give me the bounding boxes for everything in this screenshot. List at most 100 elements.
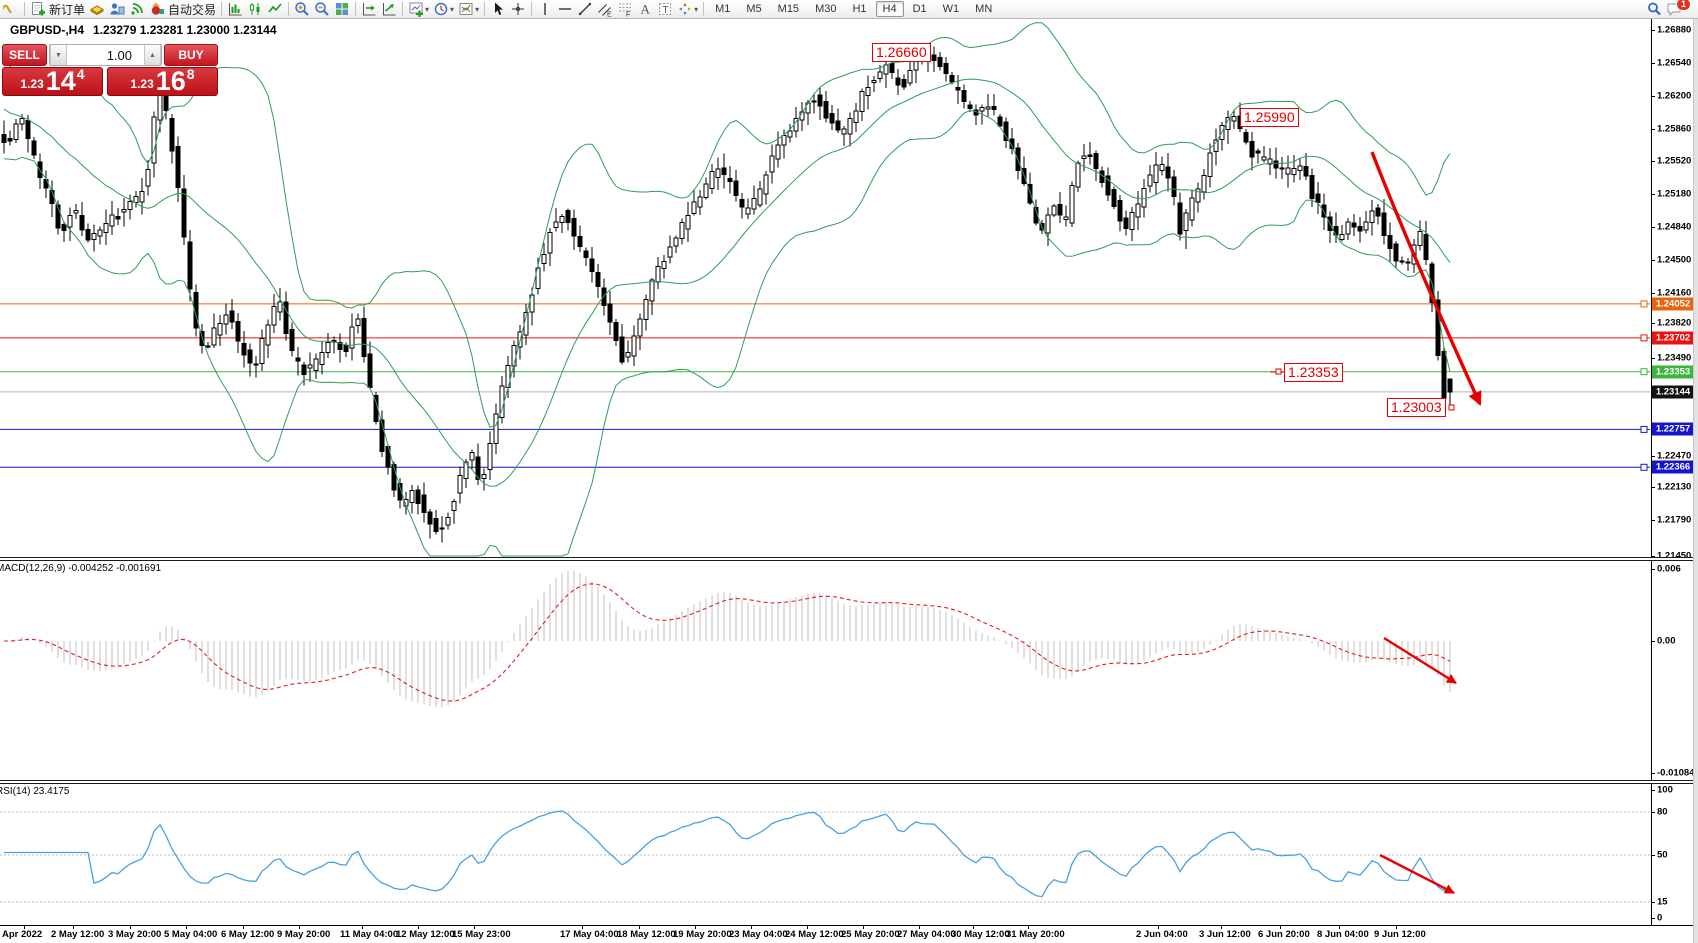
price-annotation[interactable]: 1.23353 xyxy=(1284,363,1343,382)
time-axis-label: 2 Jun 04:00 xyxy=(1136,929,1188,940)
rsi-axis-label: 50 xyxy=(1657,849,1668,861)
vline xyxy=(544,3,546,15)
toolbar-separator xyxy=(221,2,223,16)
auto-scroll-icon[interactable] xyxy=(379,1,399,18)
time-axis-tick xyxy=(1280,925,1281,929)
macd-axis-label: 0.006 xyxy=(1657,563,1681,575)
rsi-axis-tick xyxy=(1651,902,1655,903)
time-axis-label: 6 May 12:00 xyxy=(221,929,275,940)
time-axis-label: 11 May 04:00 xyxy=(340,929,399,940)
timeframe-m15-button[interactable]: M15 xyxy=(777,3,800,15)
person xyxy=(110,3,125,15)
label-tool[interactable]: T xyxy=(655,1,675,18)
market-watch-icon[interactable] xyxy=(87,1,107,18)
rsi-axis-tick xyxy=(1651,812,1655,813)
time-axis-tick xyxy=(130,925,131,929)
timeframe-h4-button[interactable]: H4 xyxy=(875,1,904,17)
buy-button[interactable]: BUY xyxy=(164,44,218,66)
indicators-button[interactable]: ▾ xyxy=(406,1,431,18)
bar-chart-mode-icon[interactable] xyxy=(225,1,245,18)
zoom-out-icon[interactable] xyxy=(312,1,332,18)
volume-decrease-button[interactable]: ▼ xyxy=(50,45,67,65)
buy-price-pip: 8 xyxy=(186,66,195,82)
price-axis-tick xyxy=(1651,487,1655,488)
lineIc xyxy=(268,3,282,13)
buy-price-display[interactable]: 1.23 16 8 xyxy=(107,66,218,96)
rsi-value: 23.4175 xyxy=(33,786,70,797)
timeframe-m30-button[interactable]: M30 xyxy=(815,3,837,15)
macd-axis-tick xyxy=(1651,773,1655,774)
horizontal-line-tool[interactable] xyxy=(555,1,575,18)
time-axis-tick xyxy=(474,925,475,929)
cursor-tool[interactable] xyxy=(488,1,508,18)
timeframe-m1-button[interactable]: M1 xyxy=(715,3,731,15)
arrows-tool[interactable]: ▾ xyxy=(675,1,700,18)
ohlc-quotes: 1.23279 1.23281 1.23000 1.23144 xyxy=(93,23,277,37)
chart-shift-icon[interactable] xyxy=(359,1,379,18)
time-axis-label: 3 May 20:00 xyxy=(108,929,162,940)
time-axis-label: Apr 2022 xyxy=(2,929,43,940)
crosshair xyxy=(512,3,525,15)
zoom-in-icon[interactable] xyxy=(292,1,312,18)
price-level-badge: 1.23702 xyxy=(1652,331,1694,345)
time-axis-label: 15 May 23:00 xyxy=(452,929,511,940)
docplus xyxy=(32,2,45,16)
notification-count-badge: 1 xyxy=(1675,0,1691,11)
svg-text:F: F xyxy=(626,12,630,18)
price-axis-label: 1.25180 xyxy=(1657,188,1692,200)
time-axis-label: 23 May 04:00 xyxy=(729,929,788,940)
robot xyxy=(151,2,165,15)
time-axis-tick xyxy=(1396,925,1397,929)
timeframe-h1-button[interactable]: H1 xyxy=(852,3,867,15)
volume-increase-button[interactable]: ▲ xyxy=(144,45,161,65)
price-axis-tick xyxy=(1651,63,1655,64)
price-axis-tick xyxy=(1651,260,1655,261)
toolbar-separator xyxy=(703,2,705,16)
svg-text:T: T xyxy=(663,5,669,16)
new-order-button[interactable]: 新订单 xyxy=(28,1,87,18)
price-axis-tick xyxy=(1651,358,1655,359)
search-button[interactable] xyxy=(1644,1,1664,18)
templates-button[interactable]: ▾ xyxy=(456,1,481,18)
profiles-icon[interactable] xyxy=(107,1,127,18)
price-axis-label: 1.23490 xyxy=(1657,352,1692,364)
symbol-period-label: GBPUSD-,H4 xyxy=(10,23,85,37)
sell-button[interactable]: SELL xyxy=(2,44,47,66)
price-annotation[interactable]: 1.26660 xyxy=(872,43,931,62)
sell-price-prefix: 1.23 xyxy=(20,77,44,91)
crosshair-tool[interactable] xyxy=(508,1,528,18)
timeframe-w1-button[interactable]: W1 xyxy=(942,3,960,15)
chart-macd-splitter[interactable] xyxy=(0,557,1698,561)
timeframe-m5-button[interactable]: M5 xyxy=(746,3,762,15)
fibonacci-tool[interactable]: F xyxy=(615,1,635,18)
price-level-badge: 1.24052 xyxy=(1652,297,1694,311)
sell-price-display[interactable]: 1.23 14 4 xyxy=(2,66,103,96)
timeframe-mn-button[interactable]: MN xyxy=(975,3,993,15)
line-chart-mode-icon[interactable] xyxy=(265,1,285,18)
macd-axis-tick xyxy=(1651,569,1655,570)
timeframe-d1-button[interactable]: D1 xyxy=(912,3,927,15)
price-annotation[interactable]: 1.25990 xyxy=(1240,108,1299,127)
notifications-button[interactable]: 1 xyxy=(1664,0,1691,18)
toolbar-separator xyxy=(24,2,25,16)
equidistant-channel-tool[interactable]: E xyxy=(595,1,615,18)
volume-input[interactable] xyxy=(67,45,144,65)
price-annotation[interactable]: 1.23003 xyxy=(1387,398,1446,417)
trendline-tool[interactable] xyxy=(575,1,595,18)
time-axis-label: 25 May 20:00 xyxy=(841,929,900,940)
vertical-line-tool[interactable] xyxy=(535,1,555,18)
price-axis-line xyxy=(1651,19,1652,925)
time-axis-label: 9 May 20:00 xyxy=(277,929,331,940)
periods-button[interactable]: ▾ xyxy=(431,1,456,18)
text-tool[interactable]: A xyxy=(635,1,655,18)
signals-icon[interactable] xyxy=(127,1,147,18)
macd-rsi-splitter[interactable] xyxy=(0,780,1698,784)
candlestick-mode-icon[interactable] xyxy=(245,1,265,18)
autotrading-button[interactable]: 自动交易 xyxy=(147,1,218,18)
rsi-axis-tick xyxy=(1651,918,1655,919)
tile-windows-icon[interactable] xyxy=(332,1,352,18)
rsi-indicator-label: RSI(14) 23.4175 xyxy=(0,786,69,797)
window-edge-scrollbar[interactable] xyxy=(1693,19,1698,943)
autoscroll xyxy=(383,3,396,16)
price-axis-tick xyxy=(1651,129,1655,130)
